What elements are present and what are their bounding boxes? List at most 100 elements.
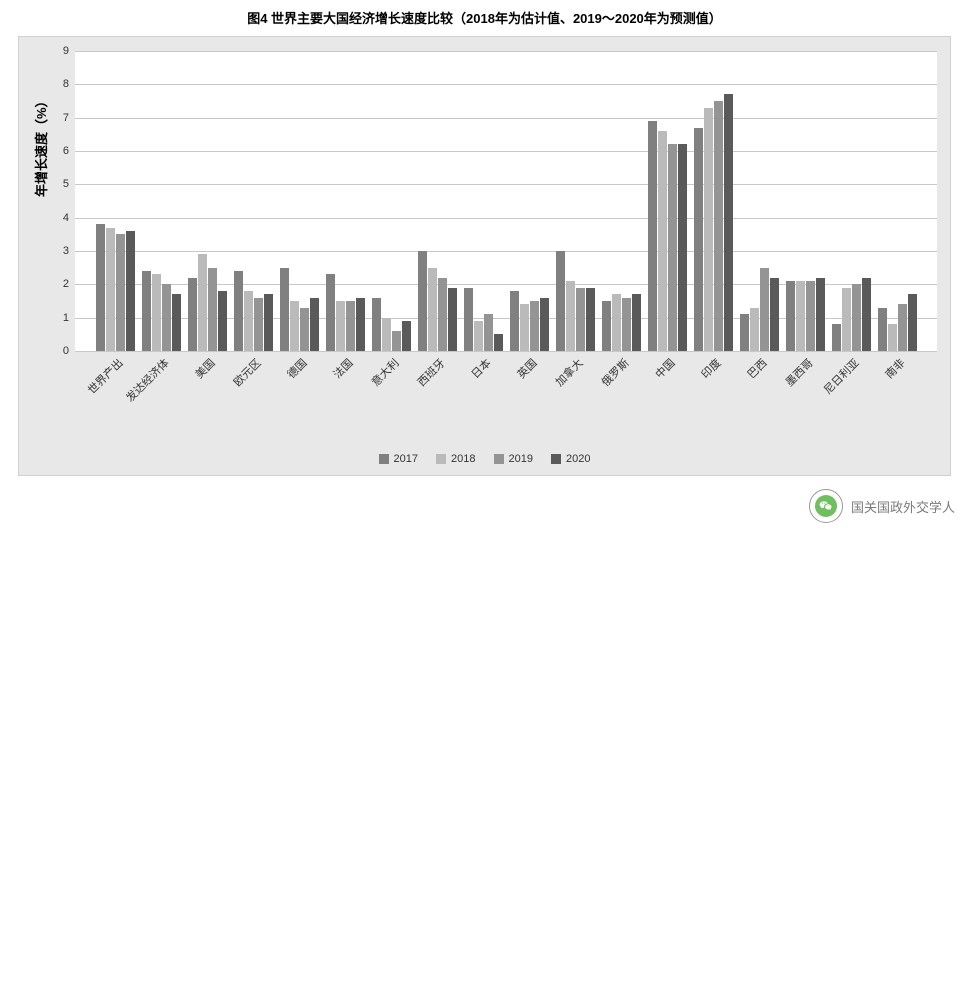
bar: [576, 288, 585, 351]
bar: [510, 291, 519, 351]
bar: [162, 284, 171, 351]
bar: [658, 131, 667, 351]
bar: [750, 308, 759, 351]
bar: [392, 331, 401, 351]
bar-group: [694, 94, 733, 351]
y-tick-label: 9: [63, 45, 69, 57]
bar: [816, 278, 825, 351]
bar-group: [556, 251, 595, 351]
bar-group: [372, 298, 411, 351]
bar: [346, 301, 355, 351]
bar-group: [96, 224, 135, 351]
wechat-icon: [815, 495, 837, 517]
bar: [842, 288, 851, 351]
bar: [254, 298, 263, 351]
grid-line: [75, 51, 937, 52]
bar: [704, 108, 713, 351]
grid-line: [75, 84, 937, 85]
bar: [566, 281, 575, 351]
bar: [668, 144, 677, 351]
bar: [602, 301, 611, 351]
bar: [310, 298, 319, 351]
bar: [714, 101, 723, 351]
bar: [300, 308, 309, 351]
bar: [382, 318, 391, 351]
bar: [530, 301, 539, 351]
grid-line: [75, 151, 937, 152]
bar: [678, 144, 687, 351]
bar-group: [142, 271, 181, 351]
bar-group: [832, 278, 871, 351]
bar: [806, 281, 815, 351]
bar-group: [418, 251, 457, 351]
bar: [418, 251, 427, 351]
bar: [402, 321, 411, 351]
bar: [356, 298, 365, 351]
bar: [484, 314, 493, 351]
bar: [878, 308, 887, 351]
x-tick-label: 墨西哥: [249, 355, 816, 922]
bar: [198, 254, 207, 351]
bar: [796, 281, 805, 351]
bar: [336, 301, 345, 351]
bar: [862, 278, 871, 351]
bar-group: [510, 291, 549, 351]
y-tick-label: 5: [63, 178, 69, 190]
bar: [494, 334, 503, 351]
bar: [438, 278, 447, 351]
bar-group: [464, 288, 503, 351]
bar: [622, 298, 631, 351]
bar: [586, 288, 595, 351]
bar: [540, 298, 549, 351]
watermark: 国关国政外交学人: [809, 489, 955, 523]
watermark-text: 国关国政外交学人: [851, 497, 955, 516]
bar: [740, 314, 749, 351]
bar: [898, 304, 907, 351]
bar: [908, 294, 917, 351]
bar: [116, 234, 125, 351]
bar-group: [740, 268, 779, 351]
bar: [832, 324, 841, 351]
bar: [428, 268, 437, 351]
bar: [612, 294, 621, 351]
bar: [218, 291, 227, 351]
bar-group: [326, 274, 365, 351]
x-tick-label: 欧元区: [88, 355, 265, 532]
bar-group: [786, 278, 825, 351]
bar: [152, 274, 161, 351]
bar: [96, 224, 105, 351]
bar: [126, 231, 135, 351]
bar: [142, 271, 151, 351]
y-tick-label: 3: [63, 245, 69, 257]
bar: [648, 121, 657, 351]
bar-group: [648, 121, 687, 351]
bar: [448, 288, 457, 351]
bar: [172, 294, 181, 351]
bar: [632, 294, 641, 351]
bar: [234, 271, 243, 351]
bar: [556, 251, 565, 351]
bar: [464, 288, 473, 351]
bar: [770, 278, 779, 351]
bar-group: [234, 271, 273, 351]
y-tick-label: 6: [63, 145, 69, 157]
bar: [290, 301, 299, 351]
bar: [852, 284, 861, 351]
plot-area: 0123456789: [75, 51, 937, 351]
bar: [888, 324, 897, 351]
grid-line: [75, 118, 937, 119]
x-tick-label: 俄罗斯: [195, 355, 632, 792]
bar: [760, 268, 769, 351]
bar: [474, 321, 483, 351]
y-tick-label: 0: [63, 345, 69, 357]
watermark-avatar: [809, 489, 843, 523]
bar: [106, 228, 115, 351]
bar-group: [878, 294, 917, 351]
bar: [244, 291, 253, 351]
y-tick-label: 2: [63, 278, 69, 290]
chart-title: 图4 世界主要大国经济增长速度比较（2018年为估计值、2019～2020年为预…: [0, 0, 969, 33]
bar: [326, 274, 335, 351]
bar: [280, 268, 289, 351]
y-tick-label: 4: [63, 212, 69, 224]
y-tick-label: 8: [63, 78, 69, 90]
